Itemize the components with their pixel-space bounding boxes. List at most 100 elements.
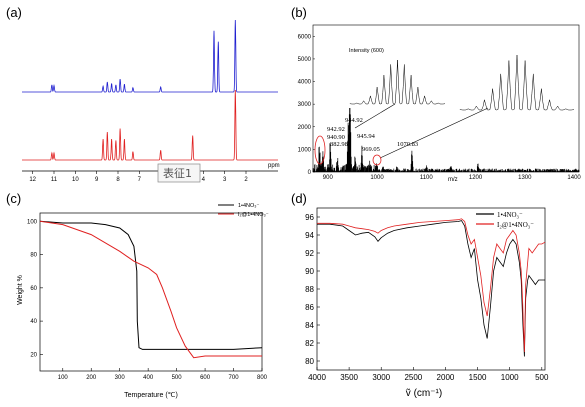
panel-a-tick-label: 3	[223, 177, 227, 183]
panel-a-tick-label: 8	[116, 177, 120, 183]
panel-c-xtick-label: 100	[58, 375, 69, 381]
panel-b-annotation: 945.94	[357, 133, 376, 140]
panel-b-annotation: 1070.83	[397, 141, 418, 148]
panel-a-bottom-spectrum	[22, 89, 278, 161]
panel-c-ytick-label: 80	[30, 253, 37, 259]
panel-b-inset-right-trace	[459, 54, 575, 111]
panel-a-tick-label: 10	[72, 177, 79, 183]
panel-d-xtick-label: 3500	[340, 373, 358, 382]
panel-b-xtick-label: 1400	[567, 175, 581, 181]
panel-c-xtick-label: 300	[115, 375, 126, 381]
panel-d-x-title: ṽ (cm⁻¹)	[406, 388, 442, 399]
panel-c-tga: 20 40 60 80 100 100 200 300 400 500 600 700 800 Wei…	[17, 203, 269, 399]
panel-b-ytick-label: 5000	[298, 57, 312, 63]
panel-b-inset-right	[458, 44, 576, 114]
panel-b-annotation: 882.98	[330, 141, 348, 148]
panel-b-inset-label: Intensity (600)	[349, 48, 384, 54]
panel-d-ytick-label: 88	[305, 285, 314, 294]
panel-c-ytick-label: 100	[27, 219, 38, 225]
panel-b-xtick-label: 1200	[469, 175, 483, 181]
panel-d-ytick-label: 92	[305, 249, 314, 258]
panel-c-xtick-label: 700	[229, 375, 240, 381]
panel-a-stamp-text: 表征1	[163, 166, 192, 180]
panel-a-top-spectrum	[22, 19, 278, 93]
panel-d-xtick-label: 500	[535, 373, 549, 382]
panel-d-xtick-label: 1000	[501, 373, 519, 382]
panel-b-inset-left-bg	[347, 48, 447, 108]
panel-c-xtick-label: 400	[143, 375, 154, 381]
panel-d-xtick-label: 2500	[404, 373, 422, 382]
panel-b-ytick-label: 1000	[298, 147, 312, 153]
panel-c-series-0	[39, 220, 263, 350]
panel-c-ytick-label: 60	[30, 286, 37, 292]
panel-c-x-title: Temperature (℃)	[124, 392, 178, 399]
panel-d-ytick-label: 94	[305, 231, 314, 240]
panel-a-tick-label: 2	[244, 177, 248, 183]
panel-b-inset-left-trace	[349, 59, 446, 105]
panel-a-unit: ppm	[268, 163, 280, 169]
panel-b-peak-trace	[312, 86, 580, 172]
panel-d-ytick-label: 96	[305, 213, 314, 222]
panel-a-tick-label: 9	[95, 177, 99, 183]
panel-b-xtick-label: 1300	[518, 175, 532, 181]
panel-d-ytick-label: 82	[305, 339, 314, 348]
panel-a-x-ticks: 12111098765432	[29, 171, 248, 183]
panel-c-legend-1: I₂@1•4NO₃⁻	[238, 212, 269, 218]
panel-d-label: (d)	[291, 191, 307, 206]
panel-b-ytick-label: 0	[308, 170, 312, 176]
panel-d-ytick-label: 86	[305, 303, 314, 312]
panel-b-xtick-label: 1000	[370, 175, 384, 181]
panel-b-ytick-label: 6000	[298, 34, 312, 40]
panel-d-xtick-label: 1500	[469, 373, 487, 382]
panel-d-y-ticks: 80 82 84 86 88 90 92 94 96	[305, 213, 320, 366]
panel-c-xtick-label: 800	[257, 375, 268, 381]
panel-c-ytick-label: 40	[30, 319, 37, 325]
panel-c-legend-0: 1•4NO₃⁻	[238, 203, 260, 209]
panel-a-tick-label: 12	[29, 177, 36, 183]
panel-d-ytick-label: 84	[305, 321, 314, 330]
panel-d-xtick-label: 4000	[308, 373, 326, 382]
panel-b-ytick-label: 3000	[298, 102, 312, 108]
panel-d-series-1	[317, 218, 546, 353]
panel-d-legend-0: 1•4NO₃⁻	[497, 211, 523, 219]
panel-b-annotation: 940.90	[327, 134, 345, 141]
panel-b-annotation: 942.92	[327, 126, 345, 133]
panel-d-ir: 80 82 84 86 88 90 92 94 96 4000 3500 3000 2500 2000 1…	[305, 207, 549, 399]
panel-c-x-ticks: 100 200 300 400 500 600 700 800	[58, 368, 268, 381]
panel-b-circle-left	[314, 135, 326, 165]
panel-c-y-ticks: 20 40 60 80 100	[27, 219, 43, 358]
panel-b-xtick-label: 1100	[420, 175, 434, 181]
panel-a-label: (a)	[6, 5, 22, 20]
panel-c-xtick-label: 200	[86, 375, 97, 381]
panel-a-nmr: 12111098765432 ppm 表征1	[22, 19, 280, 183]
panel-b-annotation: 944.92	[345, 117, 363, 124]
panel-b-y-ticks: 0 1000 2000 3000 4000 5000 6000	[298, 34, 315, 176]
panel-d-xtick-label: 2000	[437, 373, 455, 382]
panel-b-peaks	[312, 86, 580, 172]
panel-a-tick-label: 4	[202, 177, 206, 183]
panel-b-inset-right-bg	[458, 44, 576, 114]
panel-a-stamp-box	[157, 163, 201, 183]
panel-b-annotation: 969.05	[362, 146, 380, 153]
panel-b-arrow-left	[354, 103, 396, 129]
panel-c-frame	[39, 212, 263, 372]
panel-d-x-ticks: 4000 3500 3000 2500 2000 1500 1000 500	[308, 367, 549, 382]
panel-a-tick-label: 11	[51, 177, 58, 183]
panel-d-legend-1: I₂@1•4NO₃⁻	[497, 221, 534, 229]
panel-b-ms: 0 1000 2000 3000 4000 5000 6000 900 1000 1100 120…	[298, 24, 581, 183]
panel-d-xtick-label: 3000	[372, 373, 390, 382]
panel-c-y-title: Weight %	[17, 275, 24, 305]
panel-c-label: (c)	[6, 191, 21, 206]
panel-c-series-1	[39, 220, 262, 359]
panel-b-circle-right	[372, 154, 382, 166]
panel-b-ytick-label: 2000	[298, 125, 312, 131]
panel-b-arrow-right	[379, 107, 489, 159]
panel-b-ytick-label: 4000	[298, 80, 312, 86]
panel-c-xtick-label: 600	[200, 375, 211, 381]
panel-d-ytick-label: 80	[305, 357, 314, 366]
panel-b-inset-left: Intensity (600)	[347, 48, 447, 108]
panel-c-xtick-label: 500	[172, 375, 183, 381]
panel-b-xtick-label: 900	[323, 175, 334, 181]
